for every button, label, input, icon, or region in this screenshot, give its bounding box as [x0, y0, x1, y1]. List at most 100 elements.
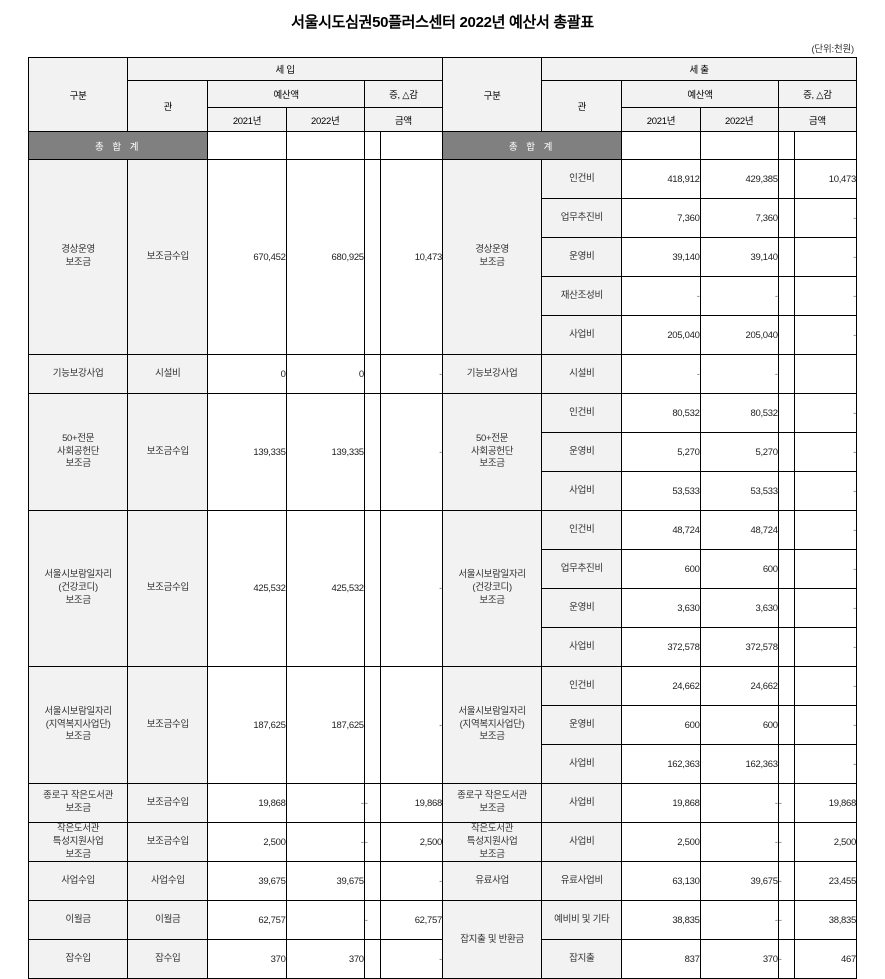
expense-2021: 39,140 — [621, 237, 701, 277]
table-row: 서울시보람일자리 (지역복지사업단) 보조금 보조금수입 187,625 187,625-… — [27, 666, 858, 784]
header-expense-group: 세 출 — [541, 57, 857, 81]
header-revenue-account: 관 — [127, 80, 209, 132]
total-revenue-2021: 1,548,114 — [207, 131, 287, 160]
expense-2021: 38,835 — [621, 900, 701, 941]
expense-change: - — [793, 276, 858, 316]
total-revenue-label: 총 합 계 — [27, 131, 209, 160]
revenue-2022 — [285, 900, 365, 941]
total-revenue-change: 74,652 — [379, 131, 443, 160]
expense-2022: 7,360 — [699, 198, 779, 238]
revenue-2021: 425,532 — [207, 510, 287, 667]
revenue-account: 시설비 — [127, 354, 209, 394]
revenue-sign — [363, 354, 381, 394]
revenue-2022: 425,532 — [285, 510, 365, 667]
revenue-2021: 62,757 — [207, 900, 287, 941]
expense-2021: 600 — [621, 705, 701, 745]
expense-sign — [777, 315, 795, 355]
table-row: 운영비 3,630 3,630- — [29, 588, 858, 628]
expense-2021: 418,912 — [621, 159, 701, 199]
table-row: 이월금 이월금 62,757-62,757 잡지출 및 반환금 예비비 및 기타 38,8… — [27, 900, 858, 979]
expense-sign — [777, 588, 795, 628]
expense-account: 잡지출 — [541, 939, 623, 979]
expense-2022: 39,140 — [699, 237, 779, 277]
expense-sign — [777, 354, 795, 394]
expense-2022: 3,630 — [699, 588, 779, 628]
expense-2021: 837 — [621, 939, 701, 979]
expense-division: 유료사업 — [441, 861, 543, 902]
table-row: 업무추진비 7,360 7,360- — [29, 198, 858, 238]
expense-2022: 162,363 — [699, 744, 779, 784]
expense-change: - — [793, 471, 858, 511]
expense-2021: 5,270 — [621, 432, 701, 472]
expense-sign — [777, 471, 795, 511]
table-row: 운영비 39,140 39,140- — [29, 237, 858, 277]
expense-change: - — [793, 432, 858, 472]
revenue-division: 경상운영 보조금 — [27, 159, 129, 355]
expense-2021: 7,360 — [621, 198, 701, 238]
header-row-subgroups: 관 예산액 증, △감 관 예산액 증, △감 — [29, 80, 858, 132]
expense-division: 기능보강사업 — [441, 354, 543, 394]
expense-division: 50+전문 사회공헌단 보조금 — [441, 393, 543, 511]
revenue-account: 보조금수입 — [127, 821, 209, 863]
expense-change: - — [793, 510, 858, 550]
revenue-2021: 0 — [207, 354, 287, 394]
expense-sign — [777, 432, 795, 472]
table-row: 사업비 162,363 162,363- — [29, 744, 858, 784]
revenue-change: 10,473 — [379, 159, 443, 355]
revenue-division: 서울시보람일자리 (지역복지사업단) 보조금 — [27, 666, 129, 784]
header-revenue-division: 구분 — [27, 57, 129, 132]
expense-2021: 24,662 — [621, 666, 701, 706]
revenue-sign — [363, 666, 381, 784]
revenue-account: 사업수입 — [127, 861, 209, 902]
expense-2022: 53,533 — [699, 471, 779, 511]
revenue-sign — [363, 510, 381, 667]
expense-sign: - — [777, 939, 795, 979]
expense-division: 작은도서관 특성지원사업 보조금 — [441, 821, 543, 863]
expense-2021: 53,533 — [621, 471, 701, 511]
expense-2021: - — [621, 354, 701, 394]
revenue-sign: - — [363, 783, 381, 823]
header-revenue-2022: 2022년 — [285, 107, 365, 132]
expense-2022: - — [699, 821, 779, 863]
revenue-2022: - — [285, 783, 365, 823]
header-row-years: 2021년 2022년 금액 2021년 2022년 금액 — [29, 107, 858, 132]
revenue-division: 50+전문 사회공헌단 보조금 — [27, 393, 129, 511]
revenue-2022: 370 — [285, 939, 365, 979]
revenue-change: - — [379, 354, 443, 394]
revenue-2022: 39,675 — [285, 861, 365, 902]
revenue-2022: 680,925 — [285, 159, 365, 355]
expense-account: 인건비 — [541, 159, 623, 199]
revenue-division: 작은도서관 특성지원사업 보조금 — [27, 821, 129, 863]
table-row: 50+전문 사회공헌단 보조금 보조금수입 139,335 139,335-50+전문 사회… — [27, 393, 858, 511]
expense-account: 예비비 및 기타 — [541, 900, 623, 941]
expense-change: 2,500 — [793, 821, 858, 863]
expense-account: 유료사업비 — [541, 861, 623, 902]
expense-2021: - — [621, 276, 701, 316]
table-row: 사업비 372,578 372,578- — [29, 627, 858, 667]
revenue-change: - — [379, 666, 443, 784]
revenue-division: 기능보강사업 — [27, 354, 129, 394]
total-expense-label: 총 합 계 — [441, 131, 623, 160]
table-row: 재산조성비 - - - — [29, 276, 858, 316]
expense-2022: 39,675 — [699, 861, 779, 902]
expense-account: 사업비 — [541, 315, 623, 355]
expense-account: 사업비 — [541, 471, 623, 511]
revenue-account: 보조금수입 — [127, 510, 209, 667]
expense-2021: 19,868 — [621, 783, 701, 823]
unit-note: (단위:천원) — [811, 44, 854, 55]
expense-change: 10,473 — [793, 159, 858, 199]
revenue-2022: - — [285, 821, 365, 863]
header-revenue-budget: 예산액 — [207, 80, 365, 108]
revenue-2022: 0 — [285, 354, 365, 394]
table-row: 사업수입 사업수입 39,675 39,675- 유료사업 유료사업비 63,130 39,6… — [27, 861, 858, 902]
revenue-sign: - — [363, 821, 381, 863]
header-revenue-amount: 금액 — [363, 107, 443, 132]
expense-2021: 3,630 — [621, 588, 701, 628]
expense-2022: - — [699, 900, 779, 941]
revenue-change: - — [379, 393, 443, 511]
revenue-account: 보조금수입 — [127, 783, 209, 823]
expense-sign — [777, 393, 795, 433]
expense-sign — [777, 744, 795, 784]
expense-2022: - — [699, 276, 779, 316]
expense-division: 경상운영 보조금 — [441, 159, 543, 355]
